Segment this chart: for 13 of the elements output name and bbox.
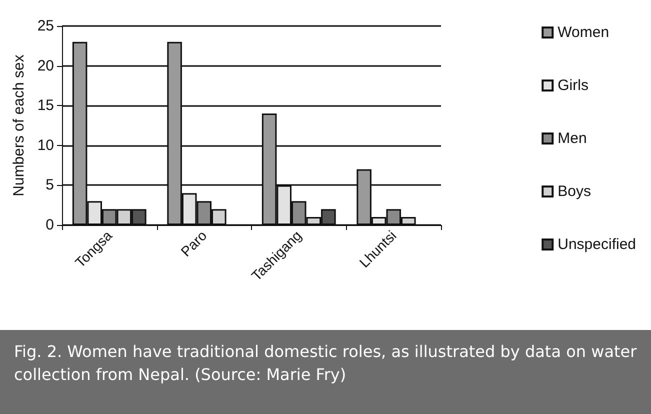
caption: Fig. 2. Women have traditional domestic roles, as illustrated by data on water collection from Nepal. (Source: Marie Fry) [0, 330, 651, 414]
legend-label: Boys [558, 183, 591, 200]
legend-label: Girls [558, 77, 588, 94]
legend-label: Unspecified [558, 236, 636, 253]
y-tick-label: 20 [37, 57, 54, 74]
legend-label: Women [558, 24, 610, 41]
y-tick-label: 15 [37, 97, 54, 114]
legend-label: Men [558, 130, 587, 147]
y-tick-label: 25 [37, 18, 54, 34]
y-axis-title: Numbers of each sex [10, 54, 28, 196]
y-tick-label: 0 [46, 216, 54, 234]
y-tick-label: 10 [37, 136, 54, 154]
y-tick-label: 5 [46, 176, 54, 194]
